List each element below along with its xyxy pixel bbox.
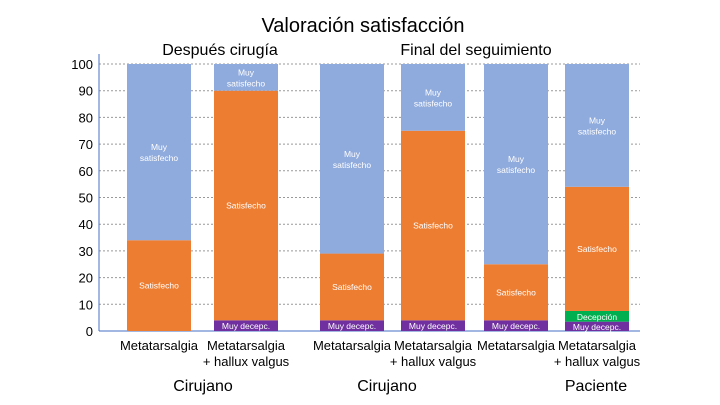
y-tick-label: 10 bbox=[79, 297, 93, 312]
bar-segment bbox=[484, 320, 548, 331]
segment-label: Satisfecho bbox=[139, 281, 179, 291]
group-label: Paciente bbox=[565, 378, 627, 395]
y-tick-label: 40 bbox=[79, 217, 93, 232]
bar-segment bbox=[214, 320, 278, 331]
bar-segment bbox=[214, 64, 278, 91]
y-tick-label: 90 bbox=[79, 84, 93, 99]
segment-label: Satisfecho bbox=[496, 287, 536, 297]
bar-segment bbox=[484, 64, 548, 265]
y-tick-label: 50 bbox=[79, 191, 93, 206]
group-label: Cirujano bbox=[357, 378, 417, 395]
x-category-label: Metatarsalgia + hallux valgus bbox=[390, 338, 477, 369]
group-label: Cirujano bbox=[173, 378, 233, 395]
bar-segment bbox=[214, 90, 278, 321]
bar-segment bbox=[320, 253, 384, 321]
bar-segment bbox=[127, 240, 191, 331]
bar-segment bbox=[320, 320, 384, 331]
segment-label: Muy satisfecho bbox=[497, 154, 536, 175]
bar-segment bbox=[401, 130, 465, 321]
bar-segment bbox=[565, 321, 629, 331]
y-tick-label: 60 bbox=[79, 164, 93, 179]
segment-label: Muy satisfecho bbox=[227, 67, 266, 88]
segment-label: Satisfecho bbox=[577, 244, 617, 254]
x-category-label: Metatarsalgia bbox=[313, 338, 392, 353]
y-tick-label: 100 bbox=[71, 57, 93, 72]
bar-segment bbox=[484, 264, 548, 321]
y-tick-label: 20 bbox=[79, 271, 93, 286]
y-tick-label: 70 bbox=[79, 137, 93, 152]
segment-label: Muy satisfecho bbox=[333, 149, 372, 170]
bar-segment bbox=[401, 64, 465, 131]
y-tick-label: 0 bbox=[86, 324, 93, 339]
segment-label: Muy decepc. bbox=[409, 321, 457, 331]
segment-label: Muy decepc. bbox=[222, 321, 270, 331]
segment-label: Satisfecho bbox=[413, 221, 453, 231]
bar-segment bbox=[320, 64, 384, 254]
y-tick-label: 30 bbox=[79, 244, 93, 259]
subtitle-after-surgery: Después cirugía bbox=[162, 42, 278, 59]
segment-label: Satisfecho bbox=[226, 201, 266, 211]
bar-segment bbox=[401, 320, 465, 331]
segment-label: Satisfecho bbox=[332, 282, 372, 292]
segment-label: Decepción bbox=[577, 312, 617, 322]
x-category-label: Metatarsalgia + hallux valgus bbox=[203, 338, 290, 369]
segment-label: Muy satisfecho bbox=[140, 142, 179, 163]
y-tick-label: 80 bbox=[79, 110, 93, 125]
segment-label: Muy satisfecho bbox=[578, 115, 617, 136]
segment-label: Muy satisfecho bbox=[414, 87, 453, 108]
chart-title: Valoración satisfacción bbox=[261, 15, 464, 37]
segment-label: Muy decepc. bbox=[492, 321, 540, 331]
x-category-label: Metatarsalgia bbox=[477, 338, 556, 353]
bar-segment bbox=[565, 310, 629, 322]
x-category-label: Metatarsalgia bbox=[120, 338, 199, 353]
bar-segment bbox=[565, 186, 629, 311]
subtitle-final-followup: Final del seguimiento bbox=[400, 42, 551, 59]
bar-segment bbox=[127, 64, 191, 241]
segment-label: Muy decepc. bbox=[328, 321, 376, 331]
x-category-label: Metatarsalgia + hallux valgus bbox=[554, 338, 641, 369]
segment-label: Muy decepc. bbox=[573, 322, 621, 332]
bar-segment bbox=[565, 64, 629, 187]
